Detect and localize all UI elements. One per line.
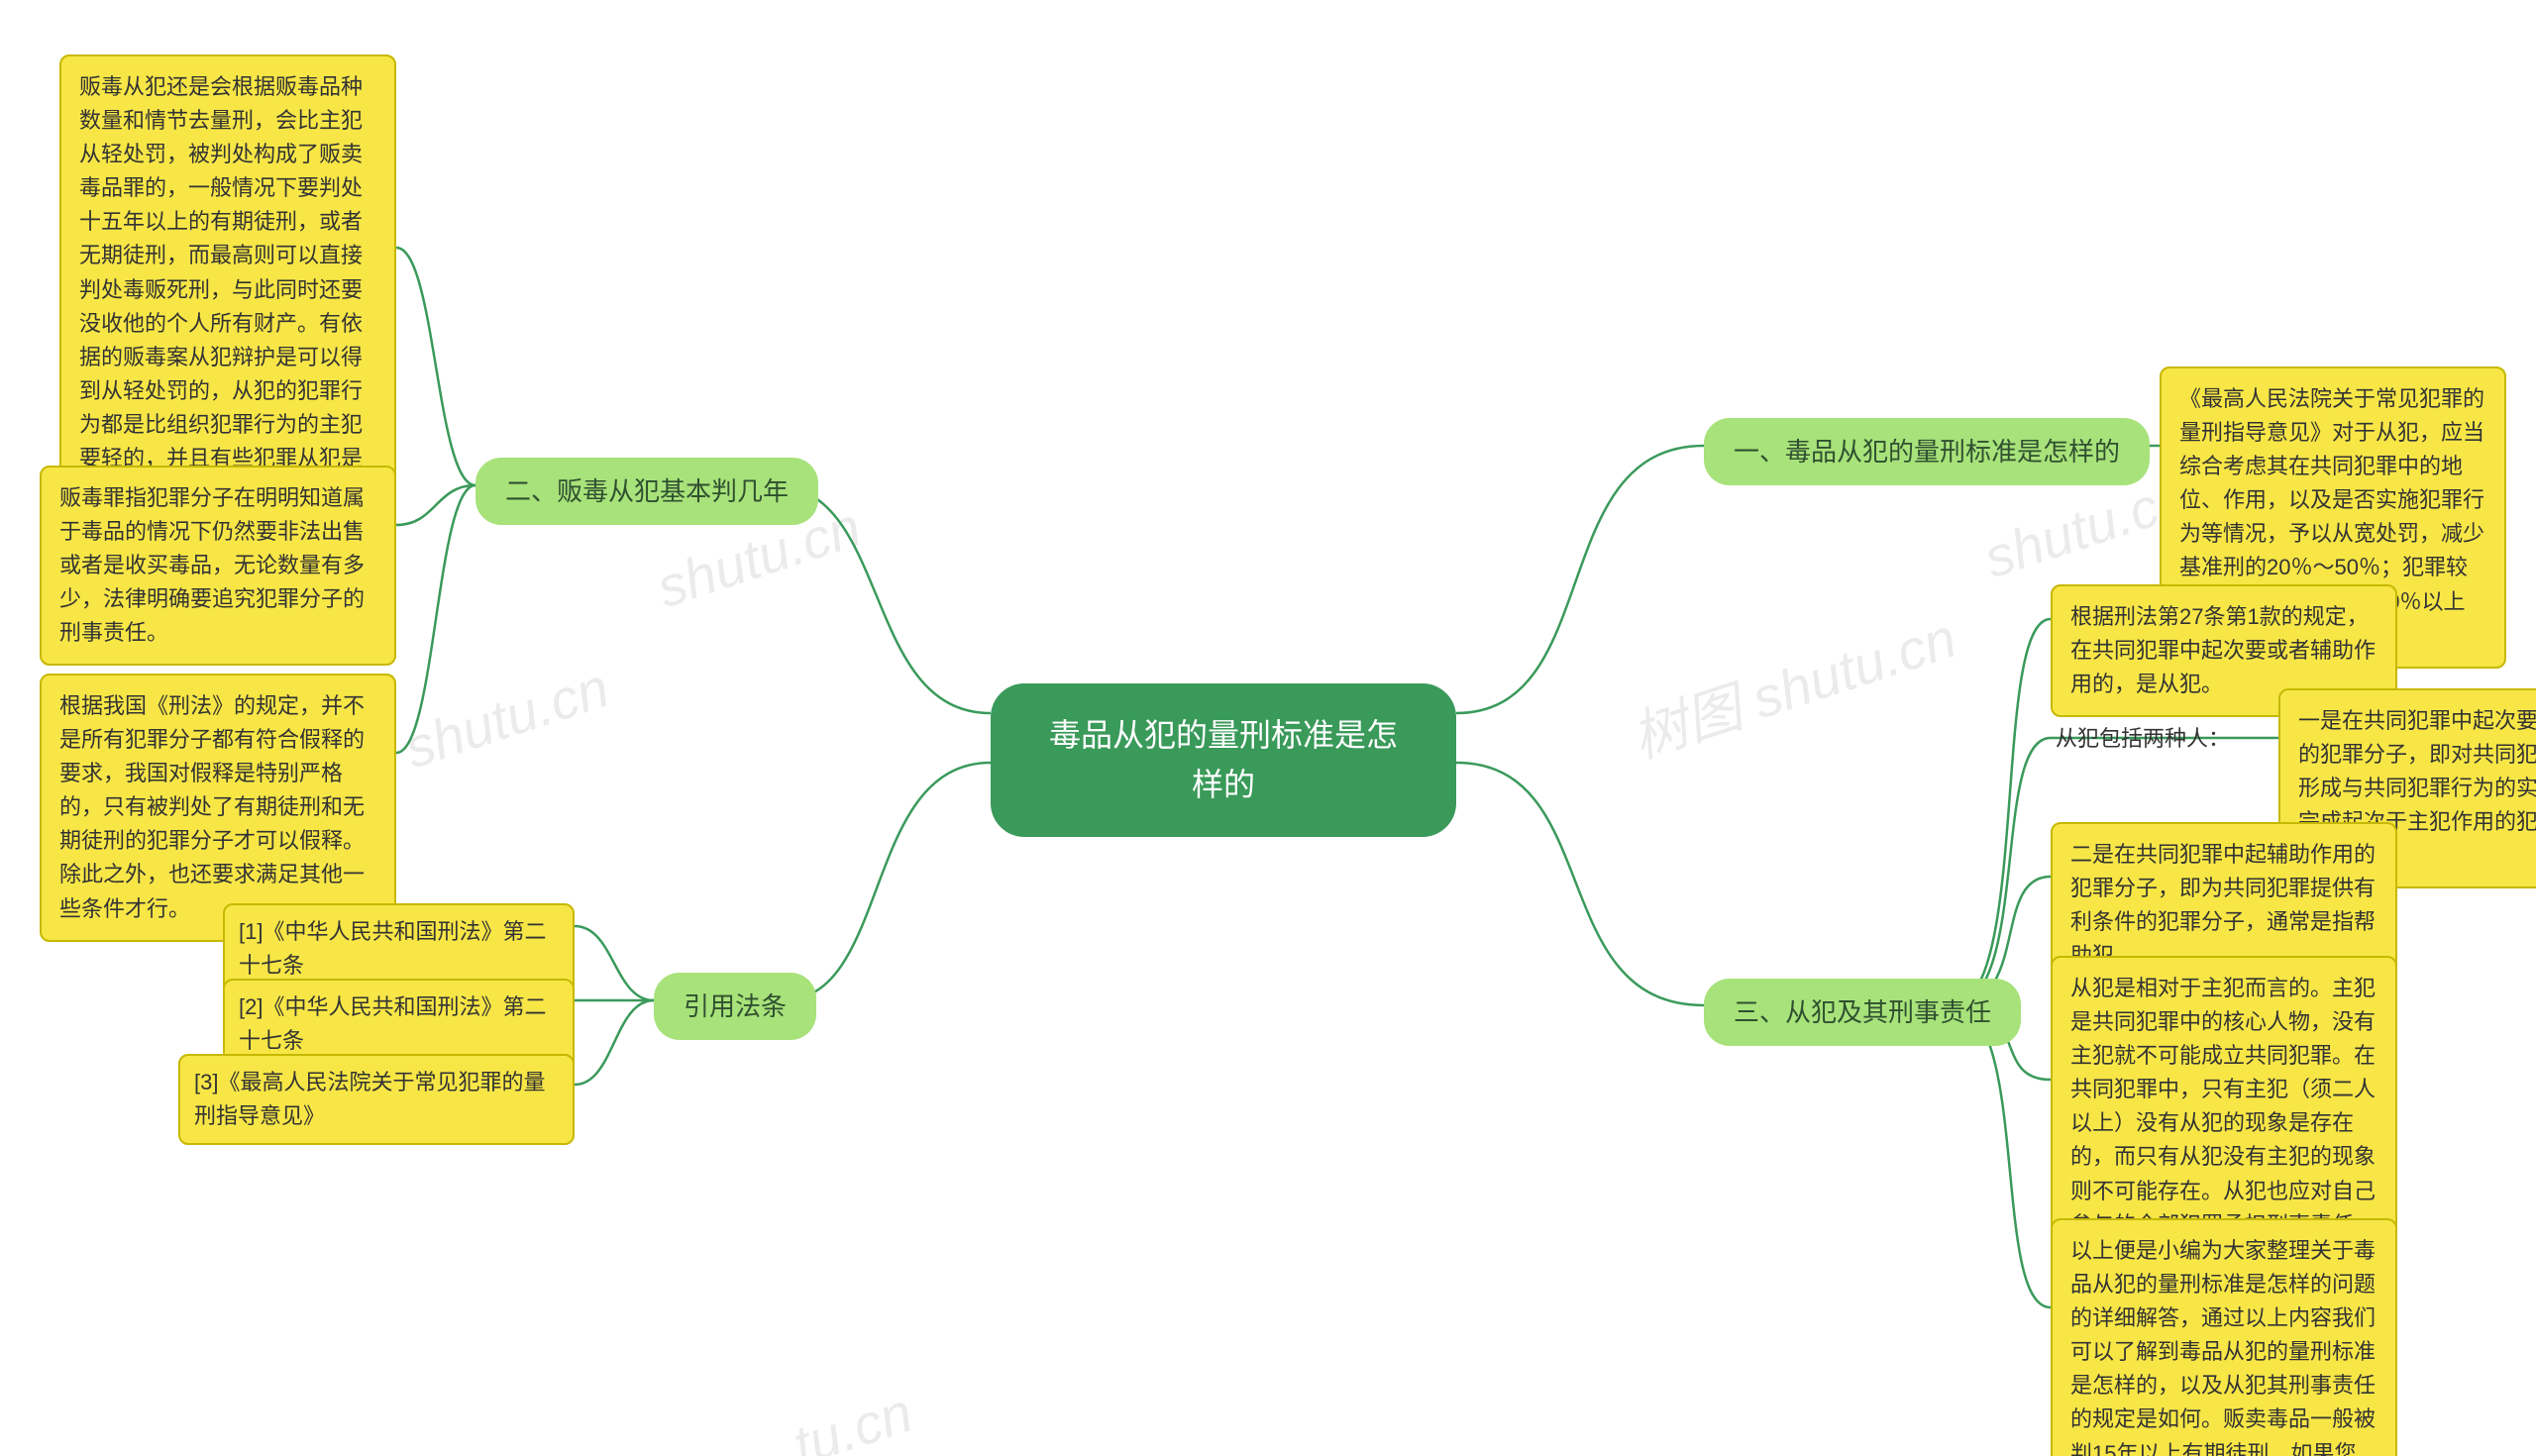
branch-3[interactable]: 三、从犯及其刑事责任 xyxy=(1704,979,2021,1046)
leaf-3-5[interactable]: 以上便是小编为大家整理关于毒品从犯的量刑标准是怎样的问题的详细解答，通过以上内容… xyxy=(2051,1218,2397,1456)
leaf-4-3[interactable]: [3]《最高人民法院关于常见犯罪的量刑指导意见》 xyxy=(178,1054,575,1145)
leaf-2-3[interactable]: 根据我国《刑法》的规定，并不是所有犯罪分子都有符合假释的要求，我国对假释是特别严… xyxy=(40,674,396,942)
root-line1: 毒品从犯的量刑标准是怎 xyxy=(1030,711,1417,761)
root-node[interactable]: 毒品从犯的量刑标准是怎 样的 xyxy=(991,683,1456,837)
leaf-2-2[interactable]: 贩毒罪指犯罪分子在明明知道属于毒品的情况下仍然要非法出售或者是收买毒品，无论数量… xyxy=(40,466,396,666)
branch-3-sub[interactable]: 从犯包括两种人： xyxy=(2056,721,2230,753)
watermark: tu.cn xyxy=(786,1380,920,1456)
root-line2: 样的 xyxy=(1030,761,1417,810)
mindmap-canvas: 树图 shutu.cn shutu.cn 树图 shutu.cn shutu.c… xyxy=(0,0,2536,1456)
branch-1[interactable]: 一、毒品从犯的量刑标准是怎样的 xyxy=(1704,418,2150,485)
watermark: 树图 shutu.cn xyxy=(1621,594,1965,775)
branch-2[interactable]: 二、贩毒从犯基本判几年 xyxy=(476,458,818,525)
branch-4[interactable]: 引用法条 xyxy=(654,973,816,1040)
